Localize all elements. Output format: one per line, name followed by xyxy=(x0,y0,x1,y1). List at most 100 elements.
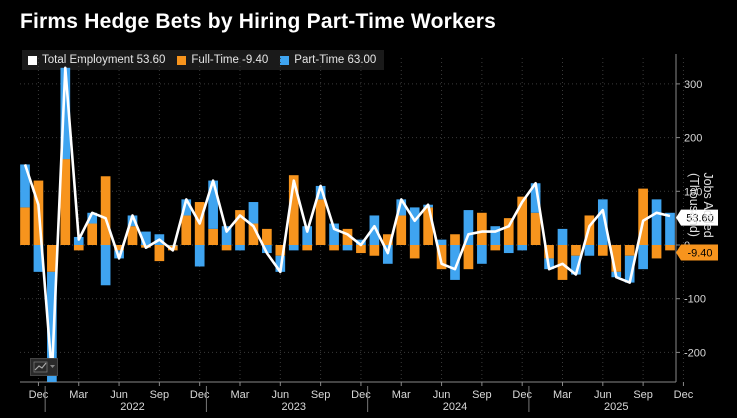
bar-fulltime xyxy=(396,215,407,245)
bar-parttime xyxy=(597,199,608,245)
x-tick-label: Mar xyxy=(553,389,572,401)
bar-parttime xyxy=(181,199,192,216)
y-tick-label: 100 xyxy=(684,186,702,198)
bar-parttime xyxy=(665,212,675,245)
bar-fulltime xyxy=(288,175,299,245)
bar-parttime xyxy=(638,245,648,270)
bar-fulltime xyxy=(87,223,98,245)
bar-parttime xyxy=(369,215,380,245)
bar-parttime xyxy=(141,231,151,245)
bar-fulltime xyxy=(490,245,501,251)
bar-parttime xyxy=(60,67,71,160)
bar-fulltime xyxy=(450,234,460,245)
bar-fulltime xyxy=(571,245,581,256)
bar-fulltime xyxy=(517,196,528,245)
bar-parttime xyxy=(356,239,366,245)
page-title: Firms Hedge Bets by Hiring Part-Time Wor… xyxy=(20,10,496,33)
x-tick-label: Jun xyxy=(271,389,289,401)
bar-fulltime xyxy=(597,245,608,256)
x-tick-label: Jun xyxy=(110,389,128,401)
x-tick-label: Dec xyxy=(512,389,532,401)
bar-parttime xyxy=(73,236,84,245)
y-tick-label: 300 xyxy=(684,79,702,91)
legend-label-total: Total Employment 53.60 xyxy=(42,54,166,66)
bar-parttime xyxy=(208,180,218,229)
bar-parttime xyxy=(262,245,272,254)
bar-parttime xyxy=(100,245,111,286)
bar-fulltime xyxy=(477,212,487,245)
bar-parttime xyxy=(194,245,205,267)
bar-parttime xyxy=(235,245,245,251)
bar-parttime xyxy=(87,212,98,224)
bar-fulltime xyxy=(47,245,57,272)
bar-parttime xyxy=(47,271,57,382)
bar-fulltime xyxy=(382,234,393,245)
x-tick-label: Sep xyxy=(150,389,170,401)
bar-fulltime xyxy=(369,245,380,256)
bar-parttime xyxy=(517,245,528,251)
x-year-label: 2024 xyxy=(443,401,467,413)
x-tick-label: Dec xyxy=(674,389,694,401)
bar-parttime xyxy=(329,223,339,245)
bar-fulltime xyxy=(651,245,662,259)
x-year-label: 2022 xyxy=(120,401,144,413)
bar-parttime xyxy=(503,245,514,254)
bar-fulltime xyxy=(315,199,326,245)
bar-parttime xyxy=(342,245,353,251)
legend-swatch-fulltime xyxy=(177,55,187,65)
bar-fulltime xyxy=(154,245,165,262)
bar-parttime xyxy=(530,183,541,213)
legend-item-parttime[interactable]: Part-Time 63.00 xyxy=(280,54,376,66)
bar-parttime xyxy=(302,226,313,245)
bar-parttime xyxy=(20,164,30,208)
x-tick-label: Sep xyxy=(633,389,653,401)
bar-fulltime xyxy=(208,228,218,245)
legend-label-parttime: Part-Time 63.00 xyxy=(294,54,377,66)
bar-fulltime xyxy=(356,245,366,254)
bar-fulltime xyxy=(235,210,245,245)
bar-parttime xyxy=(409,207,420,245)
bar-fulltime xyxy=(100,176,111,245)
x-tick-label: Jun xyxy=(433,389,451,401)
x-tick-label: Mar xyxy=(69,389,88,401)
y-tick-label: -100 xyxy=(684,294,706,306)
bar-parttime xyxy=(571,255,581,275)
x-tick-label: Sep xyxy=(472,389,492,401)
bar-parttime xyxy=(624,255,635,283)
legend-item-total[interactable]: Total Employment 53.60 xyxy=(28,54,165,66)
x-tick-label: Dec xyxy=(29,389,49,401)
bar-fulltime xyxy=(221,245,232,251)
bar-fulltime xyxy=(530,212,541,245)
bar-fulltime xyxy=(503,218,514,245)
bar-fulltime xyxy=(624,245,635,256)
bar-parttime xyxy=(315,185,326,200)
bar-fulltime xyxy=(544,245,554,259)
bar-fulltime xyxy=(557,245,568,280)
bar-parttime xyxy=(127,215,138,227)
bar-parttime xyxy=(167,245,178,246)
bar-fulltime xyxy=(409,245,420,259)
bar-fulltime xyxy=(302,245,313,251)
bar-parttime xyxy=(651,199,662,245)
legend-swatch-total xyxy=(28,55,37,65)
bar-fulltime xyxy=(463,245,474,270)
bar-parttime xyxy=(490,226,501,245)
bar-parttime xyxy=(557,228,568,245)
x-tick-label: Dec xyxy=(351,389,371,401)
legend-swatch-parttime xyxy=(280,55,290,65)
x-tick-label: Sep xyxy=(311,389,331,401)
badge-total-label: 53.60 xyxy=(686,213,714,225)
chart-legend: Total Employment 53.60 Full-Time -9.40 P… xyxy=(22,50,385,70)
x-tick-label: Dec xyxy=(190,389,210,401)
legend-item-fulltime[interactable]: Full-Time -9.40 xyxy=(177,54,268,66)
bar-parttime xyxy=(463,210,474,245)
badge-total-bg xyxy=(676,209,718,226)
bar-fulltime xyxy=(248,223,259,245)
x-tick-label: Mar xyxy=(231,389,250,401)
badge-fulltime-bg xyxy=(676,244,718,261)
bar-parttime xyxy=(248,202,259,224)
bar-parttime xyxy=(33,245,44,272)
chart-type-toggle-icon[interactable] xyxy=(30,358,58,376)
y-tick-label: -200 xyxy=(684,347,706,359)
